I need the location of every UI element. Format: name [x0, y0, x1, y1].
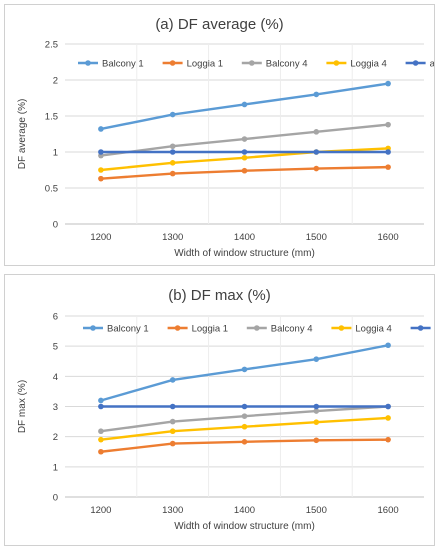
x-tick-label: 1600 — [378, 505, 399, 516]
data-point — [169, 440, 176, 447]
y-axis-label: DF average (%) — [17, 99, 28, 170]
data-point — [313, 437, 320, 444]
legend-entry: Loggia 1 — [187, 59, 223, 70]
data-point — [169, 143, 176, 150]
data-point — [313, 165, 320, 172]
legend-entry: Loggia 4 — [350, 59, 386, 70]
data-point — [241, 366, 248, 373]
data-point — [241, 101, 248, 108]
legend-entry: average — [430, 59, 434, 70]
legend-entry: Balcony 1 — [107, 324, 149, 335]
legend-marker — [249, 60, 255, 66]
data-point — [169, 160, 176, 166]
data-point — [98, 448, 104, 455]
y-axis-label: DF max (%) — [17, 380, 28, 433]
y-tick-label: 0 — [53, 220, 58, 231]
series-line-0 — [99, 344, 390, 402]
legend-entry: Loggia 4 — [355, 324, 391, 335]
data-point — [98, 436, 104, 443]
data-point — [385, 436, 391, 443]
legend-entry: Balcony 1 — [102, 59, 144, 70]
y-tick-label: 1 — [53, 148, 58, 159]
y-tick-label: 2 — [53, 76, 58, 87]
data-point — [98, 126, 104, 132]
legend-marker — [333, 60, 340, 66]
data-point — [169, 377, 176, 383]
data-point — [98, 167, 104, 173]
data-point — [241, 154, 248, 161]
data-point — [241, 149, 248, 155]
legend-marker — [417, 325, 424, 331]
y-tick-label: 1.5 — [45, 112, 58, 123]
data-point — [241, 438, 248, 445]
y-tick-label: 2.5 — [45, 40, 58, 51]
y-tick-label: 0 — [53, 493, 58, 504]
data-point — [385, 164, 391, 170]
y-tick-label: 4 — [53, 372, 58, 383]
legend-entry: Balcony 4 — [266, 59, 308, 70]
legend-entry: Loggia 1 — [192, 324, 228, 335]
x-axis-label: Width of window structure (mm) — [174, 248, 315, 259]
legend-marker — [338, 325, 345, 331]
chart-df-max: (b) DF max (%) 0 1 2 3 4 5 6 1200 1300 1400 1500 160… — [4, 274, 435, 546]
legend-marker — [412, 60, 419, 66]
legend-marker — [174, 325, 181, 331]
data-point — [98, 397, 104, 404]
data-point — [241, 167, 248, 174]
x-tick-label: 1400 — [234, 505, 255, 516]
legend-entry: Balcony 4 — [271, 324, 313, 335]
x-tick-label: 1500 — [306, 505, 327, 516]
x-tick-label: 1300 — [162, 505, 183, 516]
data-point — [385, 80, 391, 87]
data-point — [313, 419, 320, 425]
legend-marker — [85, 60, 91, 66]
data-point — [169, 403, 176, 410]
data-point — [169, 170, 176, 177]
legend-marker — [254, 325, 260, 331]
data-point — [241, 423, 248, 430]
x-axis-label: Width of window structure (mm) — [174, 521, 315, 532]
data-point — [98, 403, 104, 410]
x-tick-label: 1400 — [234, 232, 255, 243]
data-point — [169, 428, 176, 435]
chart-df-average-svg: (a) DF average (%) 0 0.5 1 1.5 2 2.5 1200 1300 14… — [17, 16, 434, 259]
data-point — [385, 121, 391, 128]
data-point — [385, 403, 391, 410]
y-tick-label: 6 — [53, 312, 58, 323]
data-point — [241, 413, 248, 419]
data-point — [169, 418, 176, 425]
y-tick-label: 2 — [53, 432, 58, 443]
y-tick-label: 1 — [53, 462, 58, 473]
chart-title: (a) DF average (%) — [155, 16, 283, 33]
data-point — [98, 149, 104, 155]
data-point — [313, 149, 320, 155]
data-point — [169, 149, 176, 155]
data-point — [385, 149, 391, 155]
chart-title: (b) DF max (%) — [168, 287, 271, 304]
x-tick-label: 1200 — [90, 232, 111, 243]
data-point — [169, 111, 176, 118]
data-point — [385, 415, 391, 421]
data-point — [98, 428, 104, 435]
data-point — [385, 342, 391, 349]
data-point — [313, 403, 320, 410]
data-point — [313, 91, 320, 98]
data-point — [313, 408, 320, 414]
x-tick-label: 1300 — [162, 232, 183, 243]
x-tick-label: 1500 — [306, 232, 327, 243]
data-point — [313, 129, 320, 135]
x-tick-label: 1200 — [90, 505, 111, 516]
chart-df-max-svg: (b) DF max (%) 0 1 2 3 4 5 6 1200 1300 1400 1500 160… — [17, 287, 431, 532]
y-tick-label: 3 — [53, 402, 58, 413]
y-tick-label: 0.5 — [45, 184, 58, 195]
legend-marker — [90, 325, 96, 331]
data-point — [241, 403, 248, 410]
x-tick-label: 1600 — [378, 232, 399, 243]
data-point — [313, 356, 320, 362]
legend-marker — [169, 60, 176, 66]
data-point — [241, 136, 248, 142]
y-tick-label: 5 — [53, 342, 58, 353]
data-point — [98, 175, 104, 182]
chart-df-average: (a) DF average (%) 0 0.5 1 1.5 2 2.5 1200 1300 14… — [4, 4, 435, 266]
